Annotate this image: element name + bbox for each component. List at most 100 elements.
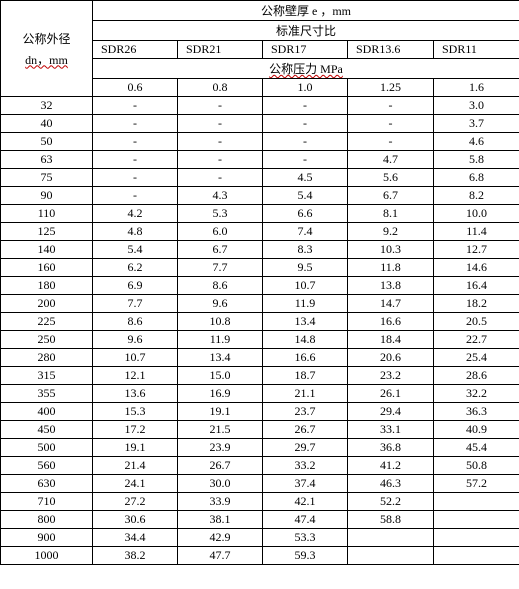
cell-dn: 900 [1,529,93,547]
cell-value: - [263,115,348,133]
cell-value: 6.6 [263,205,348,223]
cell-value: 4.5 [263,169,348,187]
cell-value: 6.0 [178,223,263,241]
cell-value: 4.7 [348,151,434,169]
cell-value: 27.2 [93,493,178,511]
table-row: 2509.611.914.818.422.7 [1,331,519,349]
table-row: 40015.319.123.729.436.3 [1,403,519,421]
cell-value: 24.1 [93,475,178,493]
cell-dn: 630 [1,475,93,493]
cell-value: 16.6 [263,349,348,367]
table-row: 63---4.75.8 [1,151,519,169]
header-corner-line1: 公称外径 [5,30,88,47]
header-sdr-3: SDR13.6 [348,41,434,59]
cell-dn: 400 [1,403,93,421]
cell-value: 8.6 [178,277,263,295]
cell-value: 9.2 [348,223,434,241]
cell-value: 6.2 [93,259,178,277]
pipe-spec-table: 公称外径 dn，mm 公称壁厚 e ，mm 标准尺寸比 SDR26 SDR21 … [0,0,519,565]
cell-value: - [263,133,348,151]
cell-value: 13.4 [263,313,348,331]
table-body: 32----3.040----3.750----4.663---4.75.875… [1,97,519,565]
cell-dn: 140 [1,241,93,259]
cell-value: - [178,133,263,151]
cell-value: 29.7 [263,439,348,457]
cell-value: 5.3 [178,205,263,223]
cell-value: 37.4 [263,475,348,493]
cell-value: 14.7 [348,295,434,313]
cell-value: 9.5 [263,259,348,277]
table-row: 45017.221.526.733.140.9 [1,421,519,439]
cell-value: 20.6 [348,349,434,367]
cell-value: 15.3 [93,403,178,421]
cell-value: - [263,151,348,169]
table-row: 40----3.7 [1,115,519,133]
cell-value: 53.3 [263,529,348,547]
cell-value [348,547,434,565]
cell-value: 5.6 [348,169,434,187]
table-row: 1405.46.78.310.312.7 [1,241,519,259]
cell-value: 10.7 [93,349,178,367]
cell-value: 17.2 [93,421,178,439]
cell-value: 9.6 [93,331,178,349]
cell-value: 26.7 [178,457,263,475]
header-press-1: 0.8 [178,79,263,97]
cell-dn: 280 [1,349,93,367]
cell-value: 7.7 [178,259,263,277]
cell-value: 10.0 [434,205,519,223]
header-corner: 公称外径 dn，mm [1,1,93,97]
header-ratio-title: 标准尺寸比 [93,21,519,41]
cell-value: 59.3 [263,547,348,565]
cell-value: 36.8 [348,439,434,457]
cell-dn: 75 [1,169,93,187]
cell-dn: 500 [1,439,93,457]
cell-value: 25.4 [434,349,519,367]
cell-dn: 200 [1,295,93,313]
cell-value: 46.3 [348,475,434,493]
cell-value: - [93,133,178,151]
cell-value: 52.2 [348,493,434,511]
cell-value: - [178,151,263,169]
cell-value: - [348,97,434,115]
table-row: 90-4.35.46.78.2 [1,187,519,205]
table-row: 32----3.0 [1,97,519,115]
cell-value: 10.8 [178,313,263,331]
cell-value: 6.7 [178,241,263,259]
header-sdr-4: SDR11 [434,41,519,59]
cell-value: 13.8 [348,277,434,295]
table-row: 35513.616.921.126.132.2 [1,385,519,403]
cell-dn: 560 [1,457,93,475]
cell-value: 33.9 [178,493,263,511]
cell-value: - [178,115,263,133]
cell-value: 8.3 [263,241,348,259]
cell-value: 8.6 [93,313,178,331]
table-row: 31512.115.018.723.228.6 [1,367,519,385]
table-row: 90034.442.953.3 [1,529,519,547]
cell-value: 29.4 [348,403,434,421]
cell-value: 5.4 [93,241,178,259]
cell-value: 23.9 [178,439,263,457]
table-row: 75--4.55.66.8 [1,169,519,187]
table-row: 1806.98.610.713.816.4 [1,277,519,295]
table-row: 50----4.6 [1,133,519,151]
header-sdr-0: SDR26 [93,41,178,59]
cell-dn: 355 [1,385,93,403]
cell-value: 6.8 [434,169,519,187]
table-row: 71027.233.942.152.2 [1,493,519,511]
table-row: 1254.86.07.49.211.4 [1,223,519,241]
table-row: 56021.426.733.241.250.8 [1,457,519,475]
cell-value: - [93,151,178,169]
table-row: 63024.130.037.446.357.2 [1,475,519,493]
header-sdr-2: SDR17 [263,41,348,59]
cell-value [348,529,434,547]
cell-dn: 50 [1,133,93,151]
cell-value [434,493,519,511]
cell-value: 9.6 [178,295,263,313]
cell-value: 10.3 [348,241,434,259]
cell-value: 38.2 [93,547,178,565]
table-row: 1104.25.36.68.110.0 [1,205,519,223]
header-press-0: 0.6 [93,79,178,97]
cell-value: 6.9 [93,277,178,295]
cell-value: 4.6 [434,133,519,151]
cell-value: 13.6 [93,385,178,403]
